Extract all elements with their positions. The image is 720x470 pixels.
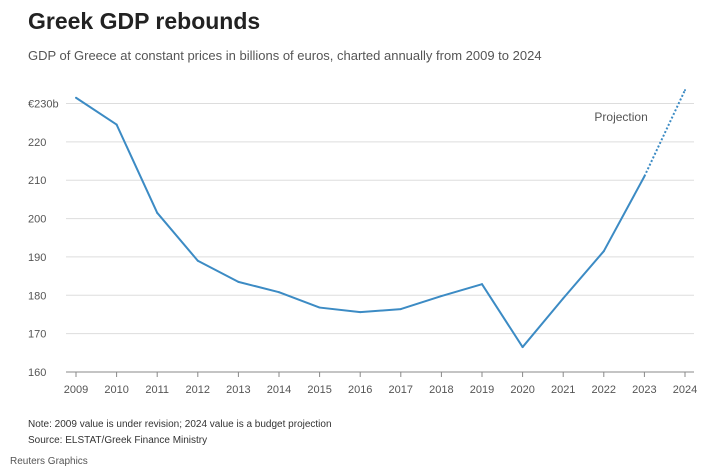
chart-title: Greek GDP rebounds <box>28 8 261 34</box>
data-point <box>359 311 362 314</box>
data-point <box>115 123 118 126</box>
x-tick-label: 2012 <box>186 384 210 396</box>
x-tick-label: 2014 <box>267 384 291 396</box>
data-point <box>75 96 77 99</box>
x-tick-label: 2009 <box>64 384 88 396</box>
y-tick-label: €230b <box>28 99 59 111</box>
y-tick-label: 180 <box>28 290 46 302</box>
x-tick-label: 2013 <box>226 384 250 396</box>
x-tick-label: 2010 <box>104 384 128 396</box>
y-tick-label: 190 <box>28 252 46 264</box>
data-point <box>562 297 565 300</box>
data-point <box>684 89 686 92</box>
x-tick-label: 2017 <box>389 384 413 396</box>
y-tick-label: 170 <box>28 329 46 341</box>
chart-note: Note: 2009 value is under revision; 2024… <box>28 419 332 430</box>
y-tick-label: 210 <box>28 175 46 187</box>
y-axis-ticks: 160 170 180 190 200 210 220 €230b <box>28 99 59 380</box>
projection-annotation: Projection <box>594 110 647 124</box>
chart-subtitle: GDP of Greece at constant prices in bill… <box>28 48 542 63</box>
x-tick-label: 2011 <box>145 384 169 396</box>
x-tick-label: 2015 <box>307 384 331 396</box>
data-point <box>440 295 443 298</box>
x-tick-label: 2020 <box>510 384 534 396</box>
y-tick-label: 160 <box>28 367 46 379</box>
data-point <box>643 175 646 178</box>
x-tick-label: 2023 <box>632 384 656 396</box>
x-tick-label: 2016 <box>348 384 372 396</box>
data-point <box>318 306 321 309</box>
x-tick-label: 2018 <box>429 384 453 396</box>
data-series <box>75 89 686 349</box>
data-point <box>196 259 199 262</box>
y-tick-label: 220 <box>28 137 46 149</box>
data-point <box>602 250 605 253</box>
data-point <box>278 291 280 294</box>
chart-credit: Reuters Graphics <box>10 456 88 467</box>
x-tick-label: 2022 <box>592 384 616 396</box>
data-point <box>521 346 524 349</box>
gdp-series-line <box>75 96 646 349</box>
gridlines <box>66 103 694 373</box>
data-point <box>156 211 159 214</box>
data-point <box>237 280 240 283</box>
x-axis-ticks: 2009 2010 2011 2012 2013 2014 2015 2016 2017 2018… <box>64 372 697 396</box>
chart-source: Source: ELSTAT/Greek Finance Ministry <box>28 435 208 446</box>
y-tick-label: 200 <box>28 214 46 226</box>
data-point <box>399 308 402 311</box>
x-tick-label: 2024 <box>673 384 697 396</box>
x-tick-label: 2019 <box>470 384 494 396</box>
x-tick-label: 2021 <box>551 384 575 396</box>
data-point <box>481 283 483 286</box>
